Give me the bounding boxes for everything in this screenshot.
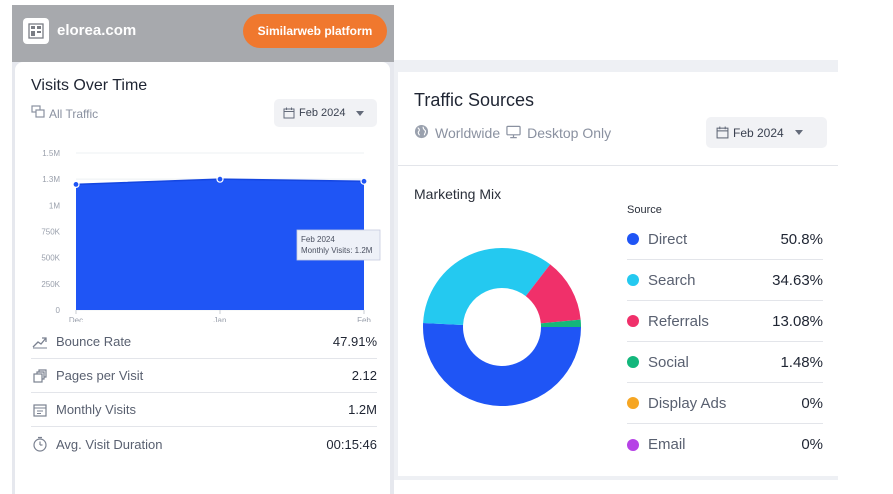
all-traffic-icon <box>31 105 45 122</box>
chevron-down-icon <box>794 130 803 135</box>
calendar-icon <box>283 107 295 119</box>
source-label: Email <box>648 436 686 453</box>
source-row-referrals: Referrals 13.08% <box>627 301 823 342</box>
data-point <box>72 180 80 189</box>
y-tick-label: 750K <box>41 228 60 237</box>
divider <box>398 165 838 166</box>
donut-slice-search <box>423 248 551 326</box>
source-value: 1.48% <box>780 353 823 371</box>
visits-date-value: Feb 2024 <box>299 107 346 119</box>
data-point <box>360 177 368 185</box>
legend-dot <box>627 315 639 327</box>
traffic-sources-panel: Traffic Sources Worldwide Desktop Only F… <box>394 60 838 480</box>
legend-dot <box>627 356 639 368</box>
marketing-mix-donut <box>423 248 581 406</box>
traffic-filter-label: All Traffic <box>49 106 99 121</box>
traffic-sources-card: Traffic Sources Worldwide Desktop Only F… <box>398 72 838 476</box>
legend-dot <box>627 274 639 286</box>
visits-date-select[interactable]: Feb 2024 <box>274 99 377 127</box>
site-header: elorea.com Similarweb platform <box>12 5 394 62</box>
legend-dot <box>627 397 639 409</box>
x-tick-label: Feb <box>357 316 371 322</box>
source-value: 0% <box>801 394 823 412</box>
x-tick-label: Dec <box>69 316 83 322</box>
metric-row-monthly-visits: Monthly Visits 1.2M <box>31 393 377 427</box>
marketing-mix-title: Marketing Mix <box>414 186 502 202</box>
geo-label[interactable]: Worldwide <box>435 125 501 141</box>
y-tick-label: 1.5M <box>42 149 60 158</box>
source-row-email: Email 0% <box>627 424 823 465</box>
calendar-icon <box>716 126 729 139</box>
metric-row-bounce-rate: Bounce Rate 47.91% <box>31 325 377 359</box>
source-column-header: Source <box>627 204 662 216</box>
source-row-direct: Direct 50.8% <box>627 219 823 260</box>
metric-label: Bounce Rate <box>56 334 132 349</box>
chart-tooltip: Feb 2024 Monthly Visits: 1.2M <box>296 229 381 261</box>
y-tick-label: 1.3M <box>42 175 60 184</box>
data-point <box>216 175 224 183</box>
source-row-social: Social 1.48% <box>627 342 823 383</box>
geo-device-filter: Worldwide Desktop Only <box>414 124 611 142</box>
metric-value: 2.12 <box>351 368 377 383</box>
metric-value: 1.2M <box>348 402 377 417</box>
visits-area-chart: 0 250K 500K 750K 1M 1.3M 1.5M Dec Jan Feb Feb 2024… <box>41 149 381 322</box>
visits-over-time-card: Visits Over Time All Traffic Feb 2024 0 2… <box>15 62 390 494</box>
y-tick-label: 250K <box>41 280 60 289</box>
y-tick-label: 1M <box>49 201 60 210</box>
desktop-icon <box>506 125 521 142</box>
source-row-display-ads: Display Ads 0% <box>627 383 823 424</box>
metric-label: Pages per Visit <box>56 368 144 383</box>
y-tick-label: 0 <box>56 306 61 315</box>
source-value: 13.08% <box>772 312 823 330</box>
trend-down-icon <box>31 333 49 351</box>
globe-icon <box>414 124 429 142</box>
visits-title: Visits Over Time <box>31 77 148 94</box>
x-tick-label: Jan <box>214 316 227 322</box>
clock-icon <box>31 435 49 453</box>
pages-icon <box>31 367 49 385</box>
source-value: 50.8% <box>780 230 823 248</box>
similarweb-platform-button[interactable]: Similarweb platform <box>243 14 387 48</box>
source-value: 34.63% <box>772 271 823 289</box>
source-label: Social <box>648 353 689 371</box>
site-name: elorea.com <box>57 22 137 39</box>
metric-label: Avg. Visit Duration <box>56 436 163 452</box>
device-label[interactable]: Desktop Only <box>527 125 612 141</box>
sources-date-select[interactable]: Feb 2024 <box>706 117 827 148</box>
metric-row-pages-per-visit: Pages per Visit 2.12 <box>31 359 377 393</box>
legend-dot <box>627 233 639 245</box>
sources-date-value: Feb 2024 <box>733 125 784 140</box>
area-series-visits <box>76 179 364 310</box>
metric-label: Monthly Visits <box>56 402 136 417</box>
website-overview-panel: elorea.com Similarweb platform Visits Ov… <box>12 5 394 494</box>
traffic-filter[interactable]: All Traffic <box>31 105 98 122</box>
y-tick-label: 500K <box>41 254 60 263</box>
source-label: Search <box>648 271 696 289</box>
site-logo-icon <box>23 18 49 44</box>
tooltip-title: Feb 2024 <box>301 235 335 244</box>
donut-slice-direct <box>423 323 581 406</box>
source-label: Referrals <box>648 312 709 330</box>
metric-value: 47.91% <box>332 334 377 349</box>
source-label: Direct <box>648 230 688 248</box>
donut-slice-referrals <box>525 264 581 324</box>
tooltip-text: Monthly Visits: 1.2M <box>301 246 373 255</box>
traffic-sources-title: Traffic Sources <box>414 90 535 110</box>
tooltip-box <box>296 229 381 261</box>
legend-dot <box>627 438 639 451</box>
source-value: 0% <box>801 436 823 453</box>
metric-row-avg-visit-duration: Avg. Visit Duration 00:15:46 <box>31 427 377 461</box>
calendar-icon <box>31 401 49 419</box>
metric-value: 00:15:46 <box>326 436 377 452</box>
source-row-search: Search 34.63% <box>627 260 823 301</box>
source-label: Display Ads <box>648 394 727 412</box>
chevron-down-icon <box>356 110 365 116</box>
donut-slice-social <box>540 319 581 327</box>
